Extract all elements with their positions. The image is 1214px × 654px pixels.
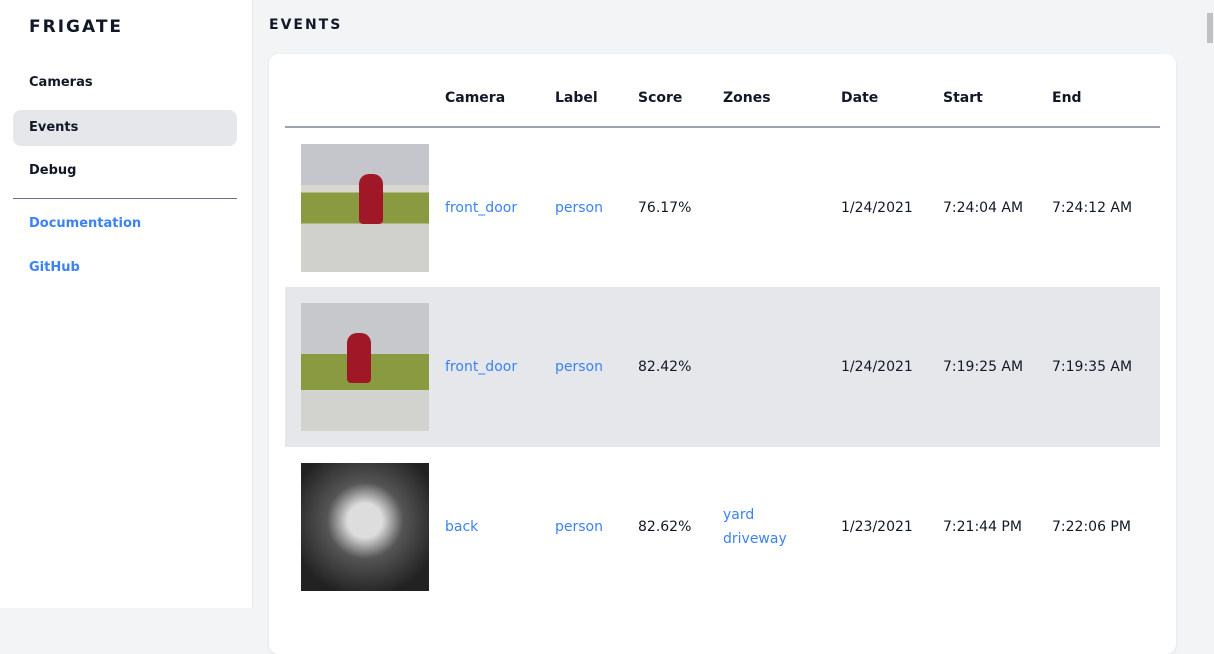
label-link[interactable]: person [555,287,638,447]
camera-link[interactable]: back [445,519,479,535]
sidebar-link-github[interactable]: GitHub [29,260,80,275]
sidebar-item-debug[interactable]: Debug [29,163,77,178]
start-time: 7:19:25 AM [943,287,1052,447]
event-thumbnail[interactable] [301,143,429,272]
sidebar-divider [13,198,237,199]
score: 82.42% [638,287,723,447]
brand-logo: FRIGATE [29,17,124,37]
scrollbar-thumb[interactable] [1207,13,1213,43]
end-time: 7:22:06 PM [1052,519,1131,535]
table-row[interactable]: front_door person 76.17% 1/24/2021 7:24:… [285,127,1160,287]
date: 1/23/2021 [841,519,913,535]
header-thumbnail [285,54,445,128]
label-link[interactable]: person [555,519,603,535]
zones [723,127,841,287]
table-header: Camera Label Score Zones Date Start End [285,54,1160,128]
header-camera: Camera [445,54,555,128]
header-zones: Zones [723,54,841,128]
start-time: 7:21:44 PM [943,519,1022,535]
scrollbar[interactable] [1204,0,1214,608]
sidebar-item-events[interactable]: Events [13,110,237,146]
score: 76.17% [638,199,692,216]
start-time: 7:24:04 AM [943,199,1024,216]
sidebar-item-cameras[interactable]: Cameras [29,75,93,90]
event-thumbnail[interactable] [301,463,429,591]
header-start: Start [943,54,1052,128]
camera-link[interactable]: front_door [445,199,518,216]
zone-link[interactable]: yard [723,507,755,523]
header-date: Date [841,54,943,128]
zone-link[interactable]: driveway [723,531,787,547]
zones [723,287,841,447]
score: 82.62% [638,519,692,535]
header-end: End [1052,54,1160,128]
zones: yard driveway [723,447,841,607]
end-time: 7:24:12 AM [1052,199,1133,216]
page-title: EVENTS [269,17,343,33]
camera-link[interactable]: front_door [445,287,555,447]
date: 1/24/2021 [841,287,943,447]
header-score: Score [638,54,723,128]
event-thumbnail[interactable] [301,303,429,431]
sidebar: FRIGATE Cameras Events Debug Documentati… [0,0,253,608]
table-row[interactable]: front_door person 82.42% 1/24/2021 7:19:… [285,287,1160,447]
date: 1/24/2021 [841,199,913,216]
events-table: Camera Label Score Zones Date Start End … [285,54,1160,607]
sidebar-link-documentation[interactable]: Documentation [29,216,142,231]
label-link[interactable]: person [555,199,603,216]
events-card: Camera Label Score Zones Date Start End … [269,54,1176,654]
header-label: Label [555,54,638,128]
table-row[interactable]: back person 82.62% yard driveway 1/23/202… [285,447,1160,607]
end-time: 7:19:35 AM [1052,287,1160,447]
